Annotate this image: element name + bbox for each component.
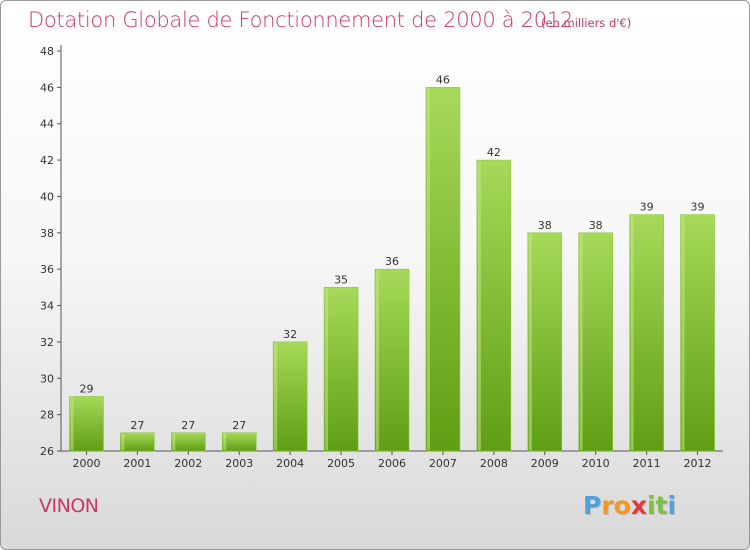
y-tick-label: 40: [40, 190, 54, 203]
bar-highlight: [426, 88, 430, 450]
bar: [323, 287, 359, 452]
bar-highlight: [172, 433, 176, 450]
bar-highlight: [274, 342, 278, 450]
bar: [527, 232, 563, 452]
bar: [374, 268, 410, 452]
y-tick-label: 30: [40, 372, 54, 385]
y-tick-label: 48: [40, 45, 54, 58]
bar-highlight: [223, 433, 227, 450]
bar: [629, 214, 664, 452]
logo-letter: r: [601, 491, 614, 520]
logo-letter: x: [630, 491, 647, 520]
bar: [578, 232, 613, 452]
data-label: 32: [283, 328, 297, 341]
x-tick-label: 2009: [531, 457, 559, 470]
chart-subtitle: (en milliers d'€): [541, 16, 632, 30]
axes: 26 28 30 32 34 36 38 40 42 44 46 48 2000 2001 2002 2003…: [40, 45, 723, 470]
y-tick-label: 32: [40, 336, 54, 349]
x-tick-label: 2004: [276, 457, 304, 470]
y-tick-label: 34: [40, 300, 54, 313]
x-tick-label: 2010: [582, 457, 610, 470]
x-tick-label: 2002: [174, 457, 202, 470]
data-label: 36: [385, 255, 399, 268]
y-tick-label: 44: [40, 118, 54, 131]
data-label: 35: [334, 273, 348, 286]
x-tick-label: 2005: [327, 457, 355, 470]
x-tick-label: 2001: [123, 457, 151, 470]
bar: [272, 341, 308, 452]
data-label: 27: [130, 419, 144, 432]
bar: [680, 214, 715, 452]
data-label: 27: [181, 419, 195, 432]
data-label: 39: [691, 201, 705, 214]
logo-letter: o: [613, 491, 631, 520]
x-tick-label: 2003: [225, 457, 253, 470]
x-tick-label: 2012: [684, 457, 712, 470]
bar: [120, 432, 155, 452]
value-labels: 29 27 27 27 32 35 36 46 42 38 38 39 39: [79, 73, 704, 431]
bar-highlight: [121, 433, 125, 450]
bar: [171, 432, 206, 452]
bars: [69, 87, 715, 452]
bar-highlight: [630, 215, 634, 450]
y-tick-label: 28: [40, 409, 54, 422]
bar: [221, 432, 257, 452]
data-label: 27: [232, 419, 246, 432]
x-tick-label: 2006: [378, 457, 406, 470]
y-tick-label: 46: [40, 81, 54, 94]
y-tick-label: 42: [40, 154, 54, 167]
data-label: 38: [538, 219, 552, 232]
data-label: 39: [640, 201, 654, 214]
bar-highlight: [528, 233, 532, 450]
bar: [69, 396, 104, 452]
logo-letter: P: [583, 491, 602, 520]
bar-highlight: [681, 215, 685, 450]
y-tick-label: 26: [40, 445, 54, 458]
data-label: 46: [436, 73, 450, 86]
bar: [425, 87, 461, 452]
commune-name: VINON: [39, 495, 99, 517]
bar-highlight: [579, 233, 583, 450]
logo-letter: i: [667, 491, 677, 520]
proxiti-logo: Proxiti: [583, 491, 676, 520]
x-tick-label: 2007: [429, 457, 457, 470]
bar-highlight: [477, 161, 481, 450]
logo-letter: i: [647, 491, 656, 520]
bar: [476, 159, 512, 452]
logo-letter: t: [655, 491, 668, 520]
bar-highlight: [325, 288, 329, 450]
x-tick-label: 2008: [480, 457, 508, 470]
data-label: 38: [589, 219, 603, 232]
chart-title: Dotation Globale de Fonctionnement de 20…: [28, 8, 573, 32]
bar-highlight: [376, 270, 379, 450]
x-tick-label: 2000: [72, 457, 100, 470]
data-label: 29: [79, 382, 93, 395]
bar-highlight: [70, 397, 74, 450]
x-tick-label: 2011: [633, 457, 661, 470]
y-tick-label: 38: [40, 227, 54, 240]
y-tick-label: 36: [40, 263, 54, 276]
data-label: 42: [487, 146, 501, 159]
